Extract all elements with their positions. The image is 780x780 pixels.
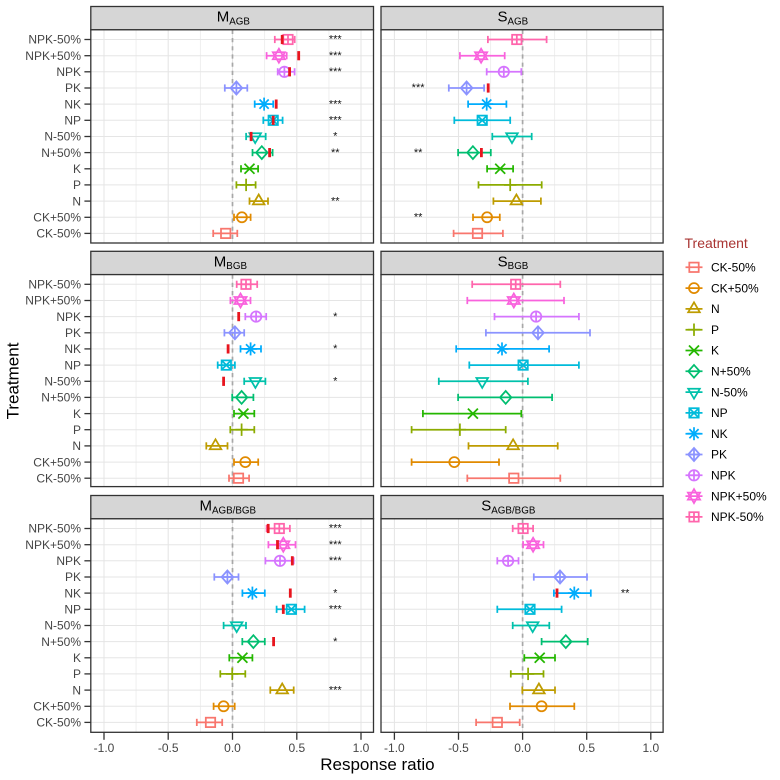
svg-text:N: N (711, 302, 720, 316)
svg-text:*: * (333, 376, 338, 388)
svg-text:**: ** (414, 212, 423, 224)
svg-text:NPK: NPK (56, 310, 81, 324)
svg-text:P: P (73, 178, 81, 192)
svg-text:-0.5: -0.5 (448, 741, 469, 755)
svg-text:N+50%: N+50% (41, 635, 81, 649)
svg-text:-1.0: -1.0 (384, 741, 405, 755)
svg-text:K: K (73, 651, 81, 665)
svg-text:NPK+50%: NPK+50% (25, 538, 81, 552)
svg-text:Treatment: Treatment (3, 342, 22, 419)
svg-text:***: *** (329, 34, 343, 46)
svg-text:-1.0: -1.0 (94, 741, 115, 755)
svg-text:N: N (72, 683, 81, 697)
svg-text:NPK: NPK (711, 469, 736, 483)
svg-text:CK+50%: CK+50% (711, 281, 759, 295)
svg-text:NP: NP (711, 406, 728, 420)
svg-text:K: K (73, 407, 81, 421)
svg-text:NPK: NPK (56, 554, 81, 568)
svg-text:PK: PK (65, 326, 81, 340)
svg-text:***: *** (329, 684, 343, 696)
svg-text:***: *** (329, 98, 343, 110)
svg-text:N+50%: N+50% (711, 365, 751, 379)
svg-text:0.0: 0.0 (224, 741, 241, 755)
svg-text:NK: NK (64, 342, 81, 356)
svg-text:CK+50%: CK+50% (33, 700, 81, 714)
svg-text:CK-50%: CK-50% (36, 716, 81, 730)
svg-text:0.5: 0.5 (578, 741, 595, 755)
svg-text:NPK+50%: NPK+50% (25, 294, 81, 308)
svg-text:***: *** (329, 50, 343, 62)
svg-text:NPK-50%: NPK-50% (28, 33, 81, 47)
svg-text:NK: NK (64, 586, 81, 600)
svg-text:NPK: NPK (56, 65, 81, 79)
svg-text:0.0: 0.0 (514, 741, 531, 755)
svg-text:*: * (333, 587, 338, 599)
svg-text:NP: NP (64, 603, 81, 617)
svg-text:PK: PK (65, 81, 81, 95)
svg-text:-0.5: -0.5 (158, 741, 179, 755)
svg-text:**: ** (331, 195, 340, 207)
svg-text:N-50%: N-50% (44, 375, 81, 389)
svg-text:1.0: 1.0 (642, 741, 659, 755)
svg-text:Response ratio: Response ratio (320, 755, 434, 774)
svg-text:N-50%: N-50% (711, 385, 748, 399)
svg-text:*: * (333, 131, 338, 143)
svg-text:*: * (333, 636, 338, 648)
svg-text:P: P (73, 667, 81, 681)
svg-text:NPK+50%: NPK+50% (711, 489, 767, 503)
svg-text:0.5: 0.5 (288, 741, 305, 755)
svg-text:NK: NK (711, 427, 728, 441)
svg-text:**: ** (331, 147, 340, 159)
svg-text:NPK+50%: NPK+50% (25, 49, 81, 63)
svg-text:***: *** (329, 555, 343, 567)
svg-text:NP: NP (64, 114, 81, 128)
svg-text:**: ** (621, 587, 630, 599)
svg-text:***: *** (329, 604, 343, 616)
svg-text:N-50%: N-50% (44, 130, 81, 144)
svg-text:CK+50%: CK+50% (33, 211, 81, 225)
svg-text:N+50%: N+50% (41, 391, 81, 405)
svg-text:***: *** (412, 82, 426, 94)
svg-text:***: *** (329, 523, 343, 535)
svg-text:1.0: 1.0 (353, 741, 370, 755)
svg-text:CK-50%: CK-50% (711, 261, 756, 275)
svg-text:NK: NK (64, 97, 81, 111)
svg-text:P: P (711, 323, 719, 337)
svg-text:CK-50%: CK-50% (36, 227, 81, 241)
svg-text:PK: PK (65, 570, 81, 584)
svg-text:CK+50%: CK+50% (33, 455, 81, 469)
svg-text:***: *** (329, 539, 343, 551)
svg-text:K: K (711, 344, 719, 358)
svg-text:N+50%: N+50% (41, 146, 81, 160)
svg-text:NPK-50%: NPK-50% (28, 278, 81, 292)
svg-text:**: ** (414, 147, 423, 159)
svg-text:NPK-50%: NPK-50% (711, 510, 764, 524)
svg-text:PK: PK (711, 448, 727, 462)
svg-text:***: *** (329, 115, 343, 127)
svg-text:N-50%: N-50% (44, 619, 81, 633)
svg-text:N: N (72, 194, 81, 208)
svg-text:***: *** (329, 66, 343, 78)
svg-text:*: * (333, 311, 338, 323)
svg-text:N: N (72, 439, 81, 453)
svg-text:*: * (333, 343, 338, 355)
svg-text:P: P (73, 423, 81, 437)
svg-text:Treatment: Treatment (685, 235, 748, 251)
svg-text:K: K (73, 162, 81, 176)
svg-text:CK-50%: CK-50% (36, 471, 81, 485)
svg-text:NP: NP (64, 358, 81, 372)
svg-text:NPK-50%: NPK-50% (28, 522, 81, 536)
